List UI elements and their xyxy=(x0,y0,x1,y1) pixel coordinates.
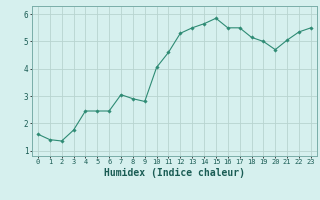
X-axis label: Humidex (Indice chaleur): Humidex (Indice chaleur) xyxy=(104,168,245,178)
